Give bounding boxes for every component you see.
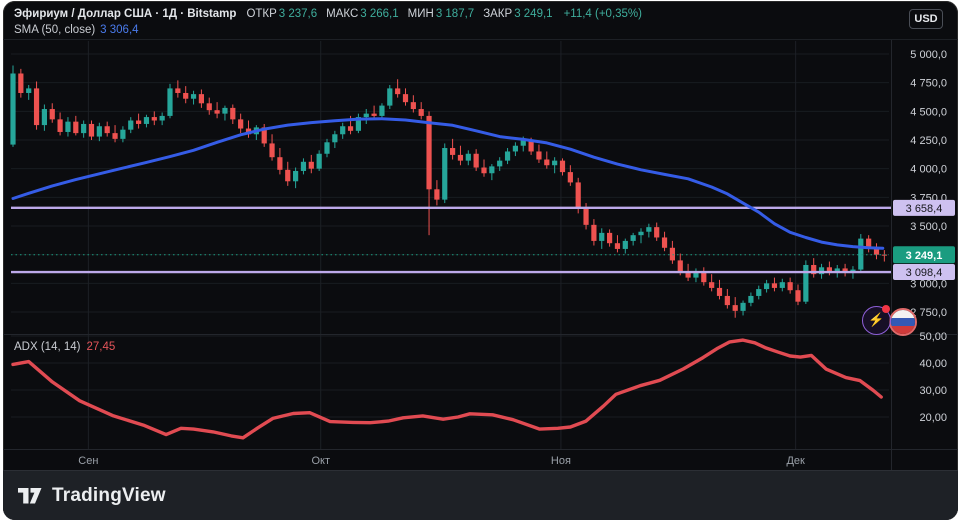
tradingview-logo-icon xyxy=(18,487,42,503)
svg-text:3 658,4: 3 658,4 xyxy=(906,203,943,215)
adx-line[interactable] xyxy=(11,338,883,440)
time-axis[interactable]: Сен Окт Ноя Дек xyxy=(78,455,805,467)
svg-text:4 000,0: 4 000,0 xyxy=(910,164,947,176)
gridlines xyxy=(11,41,889,449)
flag-icon[interactable] xyxy=(889,308,917,336)
lightning-icon[interactable]: ⚡ xyxy=(862,306,891,335)
candles-series xyxy=(10,65,887,318)
symbol-title[interactable]: Эфириум / Доллар США · 1Д · Bitstamp xyxy=(14,8,237,20)
sma-label: SMA (50, close) xyxy=(14,24,96,36)
svg-text:30,00: 30,00 xyxy=(919,385,947,397)
sma-legend[interactable]: SMA (50, close) 3 306,4 xyxy=(14,24,139,36)
open-field: ОТКР 3 237,6 xyxy=(246,8,318,20)
svg-text:2 750,0: 2 750,0 xyxy=(910,307,947,319)
change-value: +11,4 (+0,35%) xyxy=(563,8,642,20)
price-chart[interactable]: 5 000,04 750,04 500,04 250,04 000,03 750… xyxy=(3,1,958,520)
svg-text:3 098,4: 3 098,4 xyxy=(906,267,943,279)
svg-text:4 500,0: 4 500,0 xyxy=(910,106,947,118)
notification-dot-icon xyxy=(882,305,890,313)
separators xyxy=(3,39,958,470)
high-field: МАКС 3 266,1 xyxy=(326,8,399,20)
currency-button[interactable]: USD xyxy=(909,9,943,29)
svg-text:20,00: 20,00 xyxy=(919,412,947,424)
svg-text:3 500,0: 3 500,0 xyxy=(910,221,947,233)
price-axis[interactable]: 5 000,04 750,04 500,04 250,04 000,03 750… xyxy=(893,49,955,424)
svg-text:3 000,0: 3 000,0 xyxy=(910,278,947,290)
svg-text:40,00: 40,00 xyxy=(919,358,947,370)
svg-text:Ноя: Ноя xyxy=(551,455,571,467)
footer: TradingView xyxy=(3,470,958,520)
level-lines[interactable] xyxy=(11,206,891,274)
adx-legend[interactable]: ADX (14, 14) 27,45 xyxy=(14,341,115,353)
last-price-label xyxy=(893,246,955,264)
svg-text:Дек: Дек xyxy=(786,455,805,467)
symbol-legend: Эфириум / Доллар США · 1Д · Bitstamp ОТКР… xyxy=(14,8,642,20)
low-field: МИН 3 187,7 xyxy=(407,8,475,20)
svg-text:3 249,1: 3 249,1 xyxy=(906,250,943,262)
svg-text:Окт: Окт xyxy=(311,455,330,467)
svg-text:5 000,0: 5 000,0 xyxy=(910,49,947,61)
chart-card: 5 000,0 4 750,0 4 500,0 4 250,0 4 000,0 3 750… xyxy=(3,1,958,520)
svg-text:4 750,0: 4 750,0 xyxy=(910,78,947,90)
tradingview-logo-text[interactable]: TradingView xyxy=(52,484,166,506)
close-field: ЗАКР 3 249,1 xyxy=(483,8,553,20)
svg-text:Сен: Сен xyxy=(78,455,98,467)
svg-text:50,00: 50,00 xyxy=(919,331,947,343)
svg-text:4 250,0: 4 250,0 xyxy=(910,135,947,147)
adx-value: 27,45 xyxy=(86,341,116,353)
sma-value: 3 306,4 xyxy=(100,24,139,36)
sma-line[interactable] xyxy=(11,117,885,250)
adx-label: ADX (14, 14) xyxy=(14,341,81,353)
